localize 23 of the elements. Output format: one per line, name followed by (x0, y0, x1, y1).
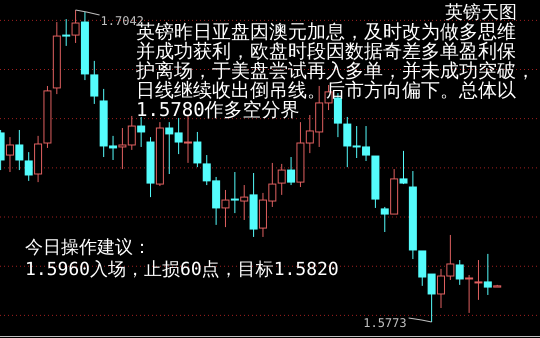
candlestick (6, 136, 14, 173)
candlestick (90, 60, 98, 104)
candlestick (240, 184, 248, 220)
candlestick (456, 260, 464, 286)
annotation: 今日操作建议： (25, 237, 151, 258)
candlestick (278, 163, 286, 196)
annotation: 1.5960入场，止损60点，目标1.5820 (25, 259, 339, 280)
candlestick (230, 172, 239, 214)
candlestick (221, 189, 230, 228)
chart-title: 英镑天图 (445, 2, 517, 23)
candlestick (287, 156, 296, 186)
annotation: 1.5773 (363, 316, 407, 330)
candlestick (465, 274, 474, 314)
candlestick (15, 129, 24, 171)
candlestick (62, 18, 70, 46)
candlestick (484, 253, 492, 296)
candlestick (400, 150, 408, 185)
candlestick (137, 116, 146, 148)
candlestick (474, 260, 482, 300)
candlestick (193, 131, 202, 168)
candlestick (72, 10, 80, 44)
candlestick (380, 206, 389, 233)
candlestick (24, 152, 33, 182)
